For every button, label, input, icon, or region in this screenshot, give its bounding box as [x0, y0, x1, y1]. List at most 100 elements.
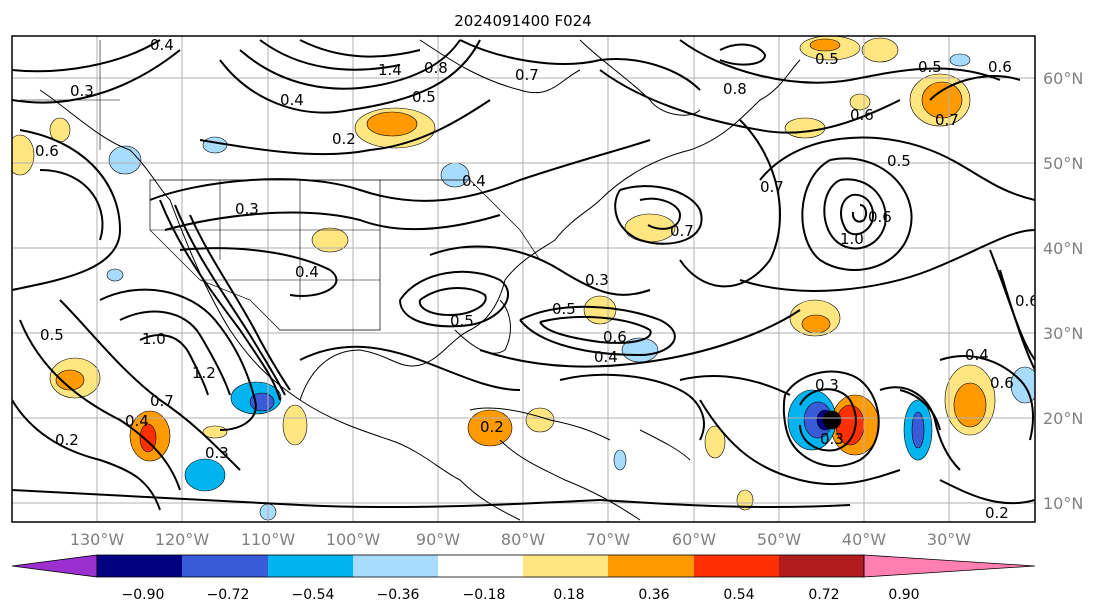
- anomaly-patch: [953, 382, 987, 428]
- longitude-ticks: 130°W 120°W 110°W 100°W 90°W 80°W 70°W 6…: [70, 530, 971, 549]
- contour-label: 0.6: [868, 208, 892, 226]
- contour-label: 0.4: [150, 36, 174, 54]
- contour-label: 0.4: [462, 172, 486, 190]
- lon-tick-label: 90°W: [416, 530, 460, 549]
- lat-tick-label: 60°N: [1043, 69, 1083, 88]
- contour-label: 0.3: [815, 376, 839, 394]
- anomaly-patch: [784, 117, 826, 139]
- latitude-ticks: 60°N 50°N 40°N 30°N 20°N 10°N: [1043, 69, 1083, 513]
- colorbar-tick-label: −0.36: [377, 587, 420, 603]
- contour-label: 0.5: [412, 88, 436, 106]
- contour-label: 0.8: [723, 80, 747, 98]
- contour-label: 1.2: [192, 364, 216, 382]
- colorbar-segment: [438, 555, 523, 577]
- contour-label: 0.6: [850, 106, 874, 124]
- anomaly-patch: [525, 407, 555, 433]
- contour-label: 0.7: [760, 178, 784, 196]
- contour-label: 0.2: [332, 130, 356, 148]
- lon-tick-label: 130°W: [70, 530, 125, 549]
- coastlines: [20, 39, 801, 521]
- contour-label: 0.6: [603, 328, 627, 346]
- colorbar-segment: [353, 555, 438, 577]
- anomaly-patch: [583, 295, 617, 325]
- lon-tick-label: 80°W: [501, 530, 545, 549]
- lat-tick-label: 30°N: [1043, 324, 1083, 343]
- contour-label: 0.3: [820, 430, 844, 448]
- anomaly-patch: [12, 134, 35, 176]
- lon-tick-label: 60°W: [672, 530, 716, 549]
- colorbar-tick-label: 0.90: [888, 587, 919, 603]
- contour-label: 0.4: [280, 91, 304, 109]
- colorbar-tick-label: −0.54: [292, 587, 335, 603]
- map-frame: [11, 35, 1036, 523]
- contour-label: 0.5: [552, 300, 576, 318]
- anomaly-patch: [311, 227, 349, 253]
- contour-label: 0.2: [55, 431, 79, 449]
- colorbar-segment: [182, 555, 268, 577]
- contour-label: 0.6: [988, 58, 1012, 76]
- contour-label: 0.5: [40, 326, 64, 344]
- contour-label: 0.3: [70, 82, 94, 100]
- colorbar-segment: [97, 555, 182, 577]
- contour-label: 0.5: [887, 152, 911, 170]
- lat-tick-label: 50°N: [1043, 154, 1083, 173]
- lon-tick-label: 40°W: [842, 530, 886, 549]
- contour-label: 0.6: [35, 142, 59, 160]
- anomaly-patch: [55, 369, 85, 391]
- colorbar-segment: [523, 555, 608, 577]
- colorbar-segment: [268, 555, 353, 577]
- anomaly-patch: [108, 145, 142, 175]
- anomaly-patch: [949, 53, 971, 67]
- anomaly-patch: [184, 458, 226, 492]
- contour-label: 0.4: [594, 348, 618, 366]
- anomaly-patch: [849, 93, 871, 111]
- anomaly-patch: [467, 409, 513, 447]
- lat-tick-label: 10°N: [1043, 494, 1083, 513]
- lat-tick-label: 20°N: [1043, 409, 1083, 428]
- anomaly-patch: [809, 38, 841, 52]
- colorbar-extend-high: [863, 554, 1036, 578]
- contour-label: 0.8: [424, 59, 448, 77]
- anomaly-patch: [801, 314, 831, 334]
- colorbar-tick-label: −0.90: [122, 587, 165, 603]
- contour-label: 0.4: [965, 346, 989, 364]
- contour-label: 0.7: [670, 222, 694, 240]
- lon-tick-label: 70°W: [586, 530, 630, 549]
- colorbar-tick-label: −0.72: [207, 587, 250, 603]
- colorbar-tick-label: 0.18: [553, 587, 584, 603]
- contour-label: 0.4: [125, 412, 149, 430]
- contour-label: 0.6: [1015, 292, 1039, 310]
- contour-label: 0.5: [815, 50, 839, 68]
- contour-label: 0.6: [990, 374, 1014, 392]
- contour-label: 1.0: [840, 230, 864, 248]
- contour-label: 0.5: [450, 312, 474, 330]
- anomaly-patch: [613, 449, 627, 471]
- contour-label: 0.3: [205, 444, 229, 462]
- colorbar-tick-label: 0.36: [638, 587, 669, 603]
- lon-tick-label: 120°W: [155, 530, 210, 549]
- anomaly-patch: [282, 404, 308, 446]
- anomaly-patch: [106, 268, 124, 282]
- anomaly-patch: [366, 111, 418, 137]
- contour-label: 0.3: [585, 271, 609, 289]
- contour-label: 1.4: [378, 61, 402, 79]
- colorbar-outline: [96, 554, 865, 578]
- lon-tick-label: 50°W: [757, 530, 801, 549]
- anomaly-patch: [861, 37, 899, 63]
- contour-label: 0.7: [150, 392, 174, 410]
- lon-tick-label: 110°W: [241, 530, 296, 549]
- contour-label: 1.0: [142, 330, 166, 348]
- colorbar-tick-label: 0.72: [808, 587, 839, 603]
- contour-label: 0.2: [480, 418, 504, 436]
- contour-label: 0.5: [918, 58, 942, 76]
- colorbar-extend-low: [11, 554, 98, 578]
- colorbar-segment: [608, 555, 694, 577]
- lon-tick-label: 100°W: [326, 530, 381, 549]
- colorbar-tick-label: 0.54: [723, 587, 754, 603]
- lon-tick-label: 30°W: [927, 530, 971, 549]
- contour-label: 0.7: [935, 111, 959, 129]
- cyclone-center: [822, 410, 842, 430]
- lat-tick-label: 40°N: [1043, 239, 1083, 258]
- figure-title: 2024091400 F024: [454, 12, 591, 30]
